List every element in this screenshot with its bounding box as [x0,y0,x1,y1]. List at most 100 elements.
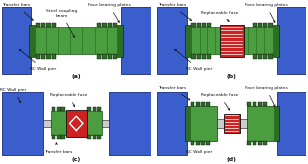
Text: Transfer bars: Transfer bars [158,3,192,20]
Bar [29,25,35,57]
Bar [220,25,244,57]
Bar [191,23,196,27]
Bar [61,135,65,139]
Bar [41,23,45,27]
Bar [157,7,187,74]
Text: Transfer bars: Transfer bars [158,86,190,100]
Bar [36,23,40,27]
Bar [52,135,55,139]
Bar [190,106,217,141]
Bar [57,107,61,112]
Bar [274,106,279,141]
Bar [108,54,112,59]
Text: RC Wall pier: RC Wall pier [19,49,56,71]
Bar [57,135,61,139]
Bar [66,110,87,137]
Bar [196,141,200,145]
Bar [201,141,205,145]
Bar [108,23,112,27]
Bar [97,135,101,139]
Bar [273,25,279,57]
Bar [258,141,261,145]
Text: Face bearing plates: Face bearing plates [88,3,131,22]
Text: Replaceable fuse: Replaceable fuse [201,10,238,21]
Bar [52,54,56,59]
Bar [202,54,206,59]
Text: Transfer bars: Transfer bars [44,143,72,154]
Bar [184,25,191,57]
Bar [207,23,211,27]
Bar [117,25,124,57]
Bar [240,119,247,128]
Bar [191,54,196,59]
Bar [206,141,210,145]
Bar [268,23,273,27]
Text: RC Wall pier: RC Wall pier [175,49,212,71]
Bar [41,54,45,59]
Text: (a): (a) [71,74,81,79]
Bar [201,102,205,106]
Bar [121,7,151,74]
Bar [263,23,267,27]
Bar [258,54,262,59]
Bar [277,7,306,74]
Bar [2,7,31,74]
Bar [87,107,91,112]
Bar [191,102,194,106]
Text: Replaceable fuse: Replaceable fuse [50,93,87,107]
Bar [61,107,65,112]
Bar [93,107,96,112]
Bar [197,54,201,59]
Bar [2,92,43,155]
Text: Steel coupling
beam: Steel coupling beam [46,9,77,38]
Bar [263,54,267,59]
Text: Transfer bars: Transfer bars [2,3,33,20]
Text: Face bearing plates: Face bearing plates [245,3,287,22]
Bar [87,112,102,135]
Bar [247,106,274,141]
Bar [97,54,101,59]
Bar [263,102,267,106]
Bar [196,102,200,106]
Bar [191,27,220,54]
Bar [103,23,107,27]
Bar [258,23,262,27]
Bar [47,23,51,27]
Bar [109,92,151,155]
Text: (d): (d) [227,157,237,162]
Bar [217,119,224,128]
Bar [93,135,96,139]
Bar [247,141,251,145]
Text: RC Wall pier: RC Wall pier [0,88,26,103]
Bar [43,120,51,127]
Bar [253,23,257,27]
Bar [268,54,273,59]
Bar [47,54,51,59]
Text: (c): (c) [72,157,81,162]
Bar [36,54,40,59]
Text: (b): (b) [227,74,237,79]
Bar [206,102,210,106]
Text: RC Wall pier: RC Wall pier [186,141,212,154]
Bar [253,102,256,106]
Bar [35,27,117,54]
Bar [263,141,267,145]
Bar [191,141,194,145]
Bar [224,114,240,133]
Bar [157,92,187,155]
Bar [258,102,261,106]
Bar [197,23,201,27]
Bar [207,54,211,59]
Bar [277,92,306,155]
Bar [52,23,56,27]
Bar [87,135,91,139]
Bar [253,141,256,145]
Bar [202,23,206,27]
Bar [113,54,117,59]
Bar [51,112,66,135]
Bar [52,107,55,112]
Bar [103,54,107,59]
Bar [247,102,251,106]
Bar [97,23,101,27]
Bar [113,23,117,27]
